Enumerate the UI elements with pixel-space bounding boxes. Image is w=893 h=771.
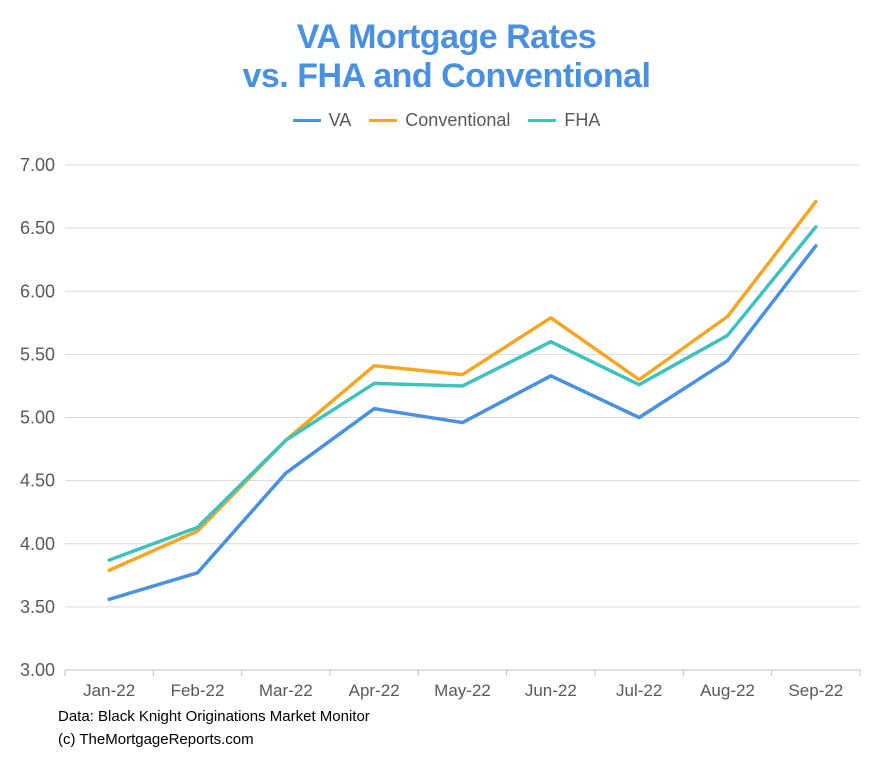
legend-swatch-conventional xyxy=(369,119,397,122)
legend-swatch-va xyxy=(293,119,321,122)
legend-label-va: VA xyxy=(329,110,352,131)
svg-text:Sep-22: Sep-22 xyxy=(788,681,843,700)
svg-text:4.50: 4.50 xyxy=(20,471,55,491)
legend-item-fha: FHA xyxy=(528,110,600,131)
chart-footer: Data: Black Knight Originations Market M… xyxy=(58,706,370,751)
legend-label-fha: FHA xyxy=(564,110,600,131)
legend-item-va: VA xyxy=(293,110,352,131)
svg-text:3.50: 3.50 xyxy=(20,597,55,617)
svg-text:7.00: 7.00 xyxy=(20,155,55,175)
svg-text:Jan-22: Jan-22 xyxy=(83,681,135,700)
chart-title-line2: vs. FHA and Conventional xyxy=(0,57,893,96)
svg-text:Jul-22: Jul-22 xyxy=(616,681,662,700)
svg-text:Feb-22: Feb-22 xyxy=(171,681,225,700)
series-fha xyxy=(109,227,816,560)
footer-copyright: (c) TheMortgageReports.com xyxy=(58,729,370,752)
svg-text:Aug-22: Aug-22 xyxy=(700,681,755,700)
chart-title-line1: VA Mortgage Rates xyxy=(0,18,893,57)
line-chart: 3.00 3.50 4.00 4.50 5.00 5.50 6.00 6.50 7.00 Jan-… xyxy=(10,155,870,710)
footer-source: Data: Black Knight Originations Market M… xyxy=(58,706,370,729)
svg-text:Apr-22: Apr-22 xyxy=(349,681,400,700)
legend-item-conventional: Conventional xyxy=(369,110,510,131)
chart-container: VA Mortgage Rates vs. FHA and Convention… xyxy=(0,0,893,771)
legend-swatch-fha xyxy=(528,119,556,122)
series-va xyxy=(109,246,816,600)
chart-title: VA Mortgage Rates vs. FHA and Convention… xyxy=(0,0,893,96)
svg-text:May-22: May-22 xyxy=(434,681,491,700)
legend-label-conventional: Conventional xyxy=(405,110,510,131)
svg-text:5.50: 5.50 xyxy=(20,344,55,364)
svg-text:6.00: 6.00 xyxy=(20,281,55,301)
svg-text:3.00: 3.00 xyxy=(20,660,55,680)
legend: VA Conventional FHA xyxy=(0,110,893,131)
svg-text:4.00: 4.00 xyxy=(20,534,55,554)
svg-text:Mar-22: Mar-22 xyxy=(259,681,313,700)
svg-text:5.00: 5.00 xyxy=(20,408,55,428)
svg-text:6.50: 6.50 xyxy=(20,218,55,238)
svg-text:Jun-22: Jun-22 xyxy=(525,681,577,700)
